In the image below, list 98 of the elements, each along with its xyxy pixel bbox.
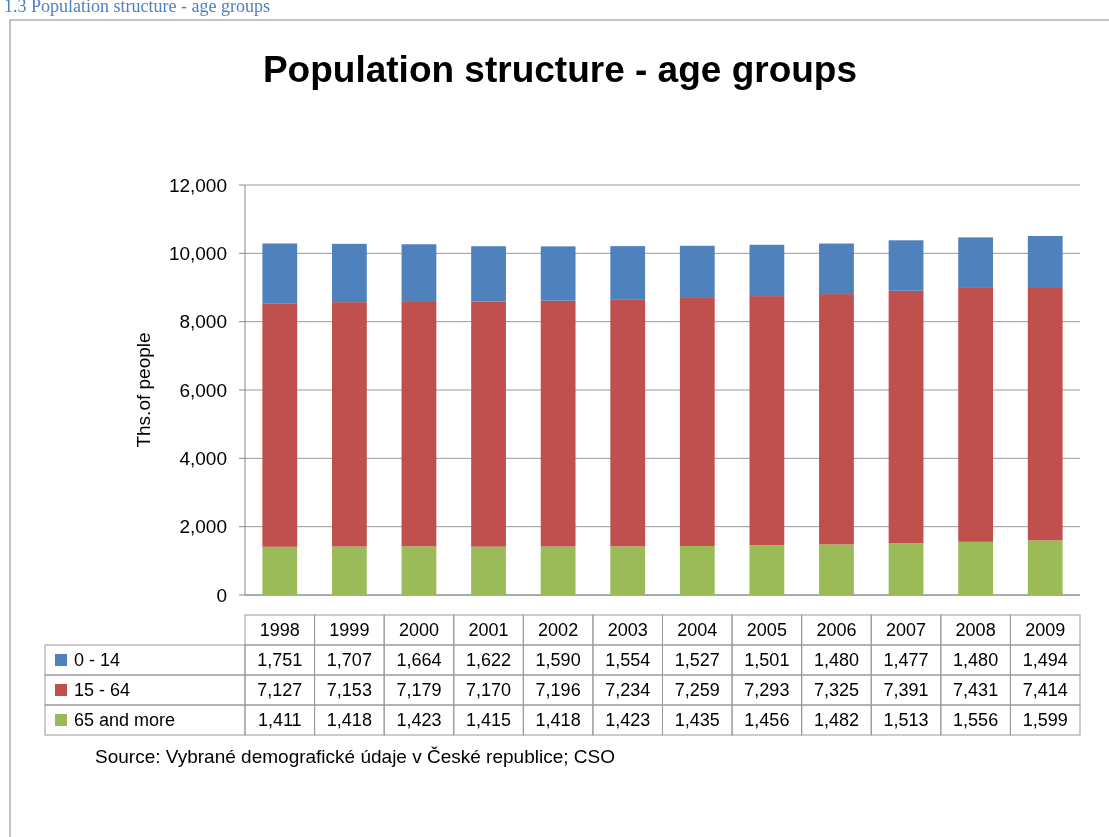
data-label: 1,482: [813, 710, 859, 731]
bar: [471, 301, 506, 547]
data-label: 1,554: [605, 650, 651, 671]
source-note: Source: Vybrané demografické údaje v České republice; CSO: [95, 746, 615, 767]
y-tick-label: 6,000: [179, 379, 227, 401]
data-label: 1,411: [257, 710, 302, 731]
data-label: 1,480: [953, 650, 999, 671]
data-label: 1,513: [883, 710, 929, 731]
x-tick-label: 2001: [468, 620, 509, 641]
y-axis-title: Ths.of people: [133, 332, 154, 448]
data-label: 1,415: [466, 710, 512, 731]
data-label: 1,418: [535, 710, 581, 731]
bar: [819, 544, 854, 595]
bar: [1027, 287, 1063, 541]
x-tick-label: 2000: [398, 620, 439, 641]
bar: [540, 246, 576, 301]
y-tick-label: 2,000: [179, 516, 227, 538]
y-tick-label: 0: [216, 584, 227, 606]
data-label: 1,622: [466, 650, 512, 671]
x-tick-label: 2008: [955, 620, 996, 641]
legend-label: 15 - 64: [74, 680, 131, 701]
bar: [679, 297, 715, 546]
bar: [958, 541, 994, 595]
data-label: 1,418: [326, 710, 372, 731]
bar: [749, 296, 785, 546]
data-label: 1,501: [744, 650, 790, 671]
bar: [749, 244, 785, 297]
legend-label: 0 - 14: [74, 650, 121, 671]
x-tick-label: 2004: [677, 620, 718, 641]
data-label: 1,664: [396, 650, 442, 671]
data-label: 1,423: [605, 710, 651, 731]
bar: [471, 246, 506, 302]
y-tick-label: 8,000: [179, 311, 227, 333]
bar: [749, 545, 785, 595]
x-tick-label: 2002: [538, 620, 579, 641]
y-tick-label: 4,000: [179, 447, 227, 469]
bar: [540, 546, 576, 595]
data-label: 7,234: [605, 680, 651, 701]
data-label: 1,480: [813, 650, 859, 671]
bar: [331, 546, 367, 595]
data-label: 1,494: [1022, 650, 1068, 671]
x-tick-label: 2007: [886, 620, 927, 641]
x-tick-label: 2003: [607, 620, 648, 641]
bar: [401, 244, 437, 302]
bar: [610, 246, 646, 300]
data-label: 7,414: [1022, 680, 1068, 701]
bar: [262, 546, 298, 595]
data-label: 1,751: [257, 650, 303, 671]
bar: [1027, 236, 1063, 288]
bar: [331, 302, 367, 547]
data-label: 7,127: [257, 680, 303, 701]
bar: [540, 300, 576, 547]
bar: [401, 301, 437, 547]
bar: [471, 546, 506, 595]
bar: [610, 546, 646, 595]
x-tick-label: 2009: [1025, 620, 1066, 641]
data-label: 7,259: [674, 680, 720, 701]
y-tick-label: 12,000: [168, 174, 227, 196]
data-label: 1,599: [1022, 710, 1068, 731]
data-label: 1,477: [883, 650, 929, 671]
data-label: 1,435: [674, 710, 720, 731]
bar: [401, 546, 437, 595]
data-label: 1,556: [953, 710, 999, 731]
x-tick-label: 1998: [259, 620, 300, 641]
data-label: 7,391: [883, 680, 929, 701]
bar: [1027, 540, 1063, 595]
bar: [819, 294, 854, 545]
bar: [679, 545, 715, 595]
bar: [262, 243, 298, 304]
bar: [610, 299, 646, 547]
legend-label: 65 and more: [74, 710, 176, 731]
bar: [888, 290, 924, 544]
data-label: 7,153: [326, 680, 372, 701]
x-tick-label: 2005: [746, 620, 787, 641]
bar: [331, 243, 367, 303]
data-label: 7,293: [744, 680, 790, 701]
chart-title: Population structure - age groups: [262, 49, 858, 90]
x-tick-label: 2006: [816, 620, 857, 641]
data-label: 7,325: [813, 680, 859, 701]
data-label: 7,196: [535, 680, 581, 701]
bar: [958, 237, 994, 288]
y-tick-label: 10,000: [168, 242, 227, 264]
bar: [819, 243, 854, 295]
text: 1.3 Population structure - age groups: [4, 0, 270, 16]
data-label: 7,170: [466, 680, 512, 701]
bar: [888, 240, 924, 291]
bar: [888, 543, 924, 595]
data-label: 1,590: [535, 650, 581, 671]
data-label: 7,431: [953, 680, 999, 701]
bar: [262, 303, 298, 547]
x-tick-label: 1999: [329, 620, 370, 641]
data-label: 1,423: [396, 710, 442, 731]
data-label: 1,707: [326, 650, 372, 671]
data-label: 7,179: [396, 680, 442, 701]
data-label: 1,527: [674, 650, 720, 671]
bar: [958, 287, 994, 542]
bar: [679, 245, 715, 298]
data-label: 1,456: [744, 710, 790, 731]
